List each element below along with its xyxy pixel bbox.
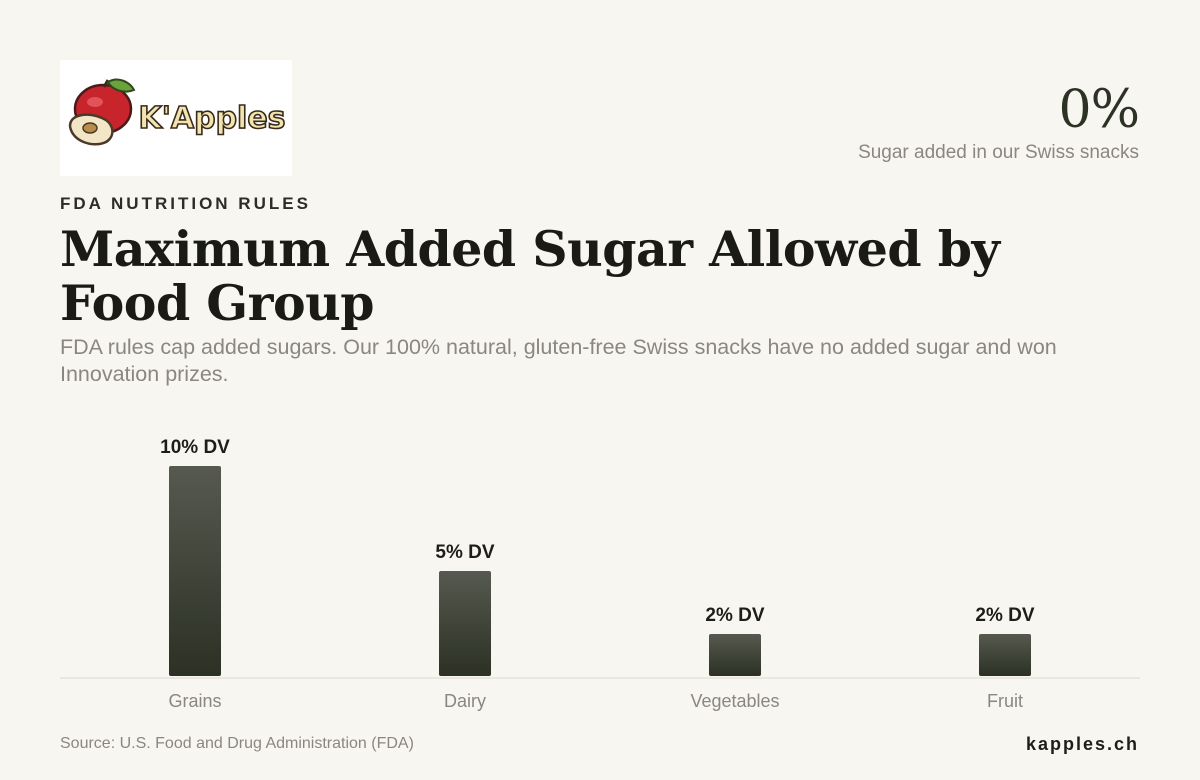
- bar-dairy: [439, 571, 491, 676]
- eyebrow-label: FDA NUTRITION RULES: [60, 194, 311, 213]
- logo-wordmark: K'Apples: [138, 101, 285, 136]
- page-title: Maximum Added Sugar Allowed by Food Grou…: [60, 220, 1000, 332]
- x-tick-label-grains: Grains: [168, 691, 221, 711]
- apple-logo-icon: K'Apples: [68, 78, 286, 146]
- data-label-grains: 10% DV: [160, 437, 230, 458]
- source-note: Source: U.S. Food and Drug Administratio…: [60, 735, 414, 752]
- brand-logo: K'Apples: [60, 60, 292, 176]
- bar-fruit: [979, 634, 1031, 676]
- data-label-vegetables: 2% DV: [705, 605, 764, 626]
- highlight-label: Sugar added in our Swiss snacks: [858, 142, 1139, 163]
- site-link[interactable]: kapples.ch: [1025, 734, 1139, 754]
- highlight-value: 0%: [1058, 80, 1140, 140]
- x-tick-label-fruit: Fruit: [987, 691, 1023, 711]
- x-tick-label-vegetables: Vegetables: [690, 691, 779, 711]
- bar-vegetables: [709, 634, 761, 676]
- page-subtitle: FDA rules cap added sugars. Our 100% nat…: [60, 335, 1057, 386]
- x-tick-label-dairy: Dairy: [444, 691, 486, 711]
- zero-sugar-highlight: 0% Sugar added in our Swiss snacks: [858, 80, 1140, 164]
- bar-grains: [169, 466, 221, 676]
- data-label-fruit: 2% DV: [975, 605, 1034, 626]
- data-label-dairy: 5% DV: [435, 542, 494, 563]
